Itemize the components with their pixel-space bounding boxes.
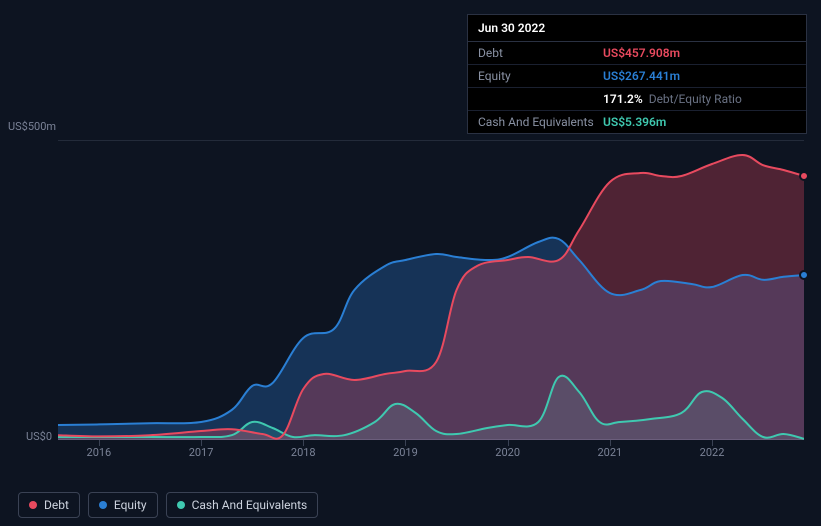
x-axis-tick: [712, 440, 713, 446]
tooltip-row-value: US$267.441m: [603, 69, 796, 83]
x-axis-label: 2016: [87, 446, 112, 459]
x-axis-label: 2020: [495, 446, 520, 459]
x-axis-tick: [99, 440, 100, 446]
legend-dot-debt: [29, 501, 37, 509]
x-axis-tick: [201, 440, 202, 446]
debt-equity-chart: US$500m US$0 201620172018201920202021202…: [18, 120, 804, 500]
legend-item-cash[interactable]: Cash And Equivalents: [166, 492, 319, 518]
tooltip-row-label: Cash And Equivalents: [478, 115, 603, 129]
legend-dot-cash: [177, 501, 185, 509]
y-axis-label-bottom: US$0: [8, 430, 52, 443]
legend-label: Equity: [114, 498, 147, 512]
x-axis-labels: 2016 2017 2018 2019 2020 2021 2022: [58, 446, 804, 462]
chart-tooltip: Jun 30 2022 DebtUS$457.908mEquityUS$267.…: [467, 14, 807, 134]
y-axis-label-top: US$500m: [8, 120, 52, 133]
tooltip-row-value: 171.2%Debt/Equity Ratio: [603, 92, 796, 106]
x-axis-label: 2017: [189, 446, 214, 459]
tooltip-row: DebtUS$457.908m: [468, 42, 806, 65]
series-end-marker: [799, 171, 809, 181]
tooltip-row-value: US$5.396m: [603, 115, 796, 129]
tooltip-row-value: US$457.908m: [603, 46, 796, 60]
x-axis-tick: [303, 440, 304, 446]
x-axis-label: 2019: [393, 446, 418, 459]
x-axis-tick: [508, 440, 509, 446]
legend-label: Cash And Equivalents: [192, 498, 308, 512]
tooltip-row-label: Debt: [478, 46, 603, 60]
legend-item-debt[interactable]: Debt: [18, 492, 80, 518]
x-axis-label: 2021: [597, 446, 622, 459]
tooltip-date: Jun 30 2022: [468, 15, 806, 42]
legend-label: Debt: [44, 498, 69, 512]
chart-legend: Debt Equity Cash And Equivalents: [18, 492, 318, 518]
tooltip-row: EquityUS$267.441m: [468, 65, 806, 88]
x-axis-tick: [610, 440, 611, 446]
chart-plot-area: [58, 140, 804, 440]
tooltip-row: Cash And EquivalentsUS$5.396m: [468, 111, 806, 133]
tooltip-row: 171.2%Debt/Equity Ratio: [468, 88, 806, 111]
x-axis-label: 2018: [291, 446, 316, 459]
tooltip-row-extra: Debt/Equity Ratio: [649, 92, 742, 106]
tooltip-row-label: Equity: [478, 69, 603, 83]
legend-dot-equity: [99, 501, 107, 509]
legend-item-equity[interactable]: Equity: [88, 492, 158, 518]
series-end-marker: [799, 270, 809, 280]
x-axis-label: 2022: [700, 446, 725, 459]
x-axis-tick: [405, 440, 406, 446]
tooltip-row-label: [478, 92, 603, 106]
